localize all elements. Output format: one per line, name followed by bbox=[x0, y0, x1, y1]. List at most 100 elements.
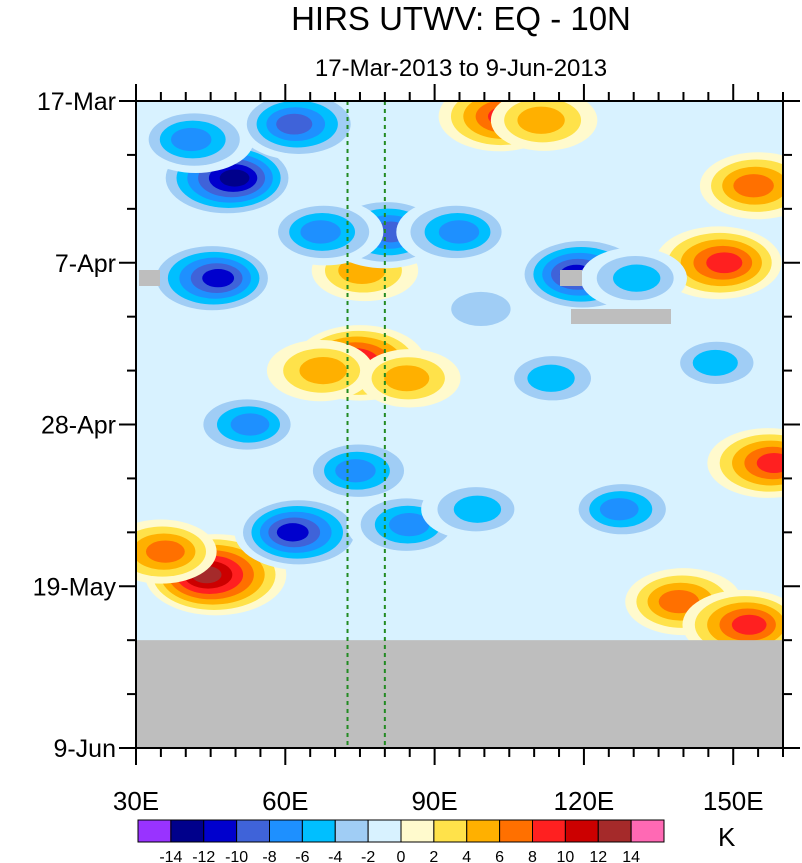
missing-data-patch bbox=[139, 270, 160, 286]
colorbar-swatch bbox=[367, 819, 402, 843]
colorbar-swatch bbox=[269, 819, 303, 843]
colorbar-label: -12 bbox=[192, 849, 215, 863]
anomaly-contour bbox=[388, 512, 430, 537]
anomaly-contour bbox=[599, 498, 639, 521]
colorbar-label: -4 bbox=[328, 849, 342, 863]
colorbar-swatch bbox=[564, 819, 599, 843]
colorbar-label: -6 bbox=[295, 849, 309, 863]
colorbar-swatch bbox=[137, 819, 172, 843]
anomaly-feature bbox=[567, 477, 680, 542]
y-tick-label: 28-Apr bbox=[41, 412, 116, 440]
x-tick-label: 120E bbox=[554, 786, 615, 816]
colorbar-label: 10 bbox=[556, 849, 574, 863]
missing-data-region bbox=[136, 640, 783, 748]
chart-subtitle: 17-Mar-2013 to 9-Jun-2013 bbox=[314, 55, 608, 82]
colorbar-swatch bbox=[630, 819, 665, 843]
anomaly-contour bbox=[658, 590, 700, 614]
anomaly-contour bbox=[145, 540, 185, 563]
anomaly-feature bbox=[396, 198, 513, 266]
colorbar-label: 0 bbox=[397, 849, 406, 863]
anomaly-feature bbox=[234, 494, 366, 571]
anomaly-contour bbox=[335, 459, 376, 483]
anomaly-feature bbox=[144, 240, 277, 316]
anomaly-feature bbox=[136, 519, 217, 584]
x-tick-label: 30E bbox=[113, 786, 159, 816]
anomaly-contour bbox=[692, 349, 738, 376]
anomaly-feature bbox=[137, 106, 254, 173]
anomaly-contour bbox=[517, 106, 565, 134]
anomaly-feature bbox=[431, 281, 528, 337]
anomaly-feature bbox=[301, 437, 419, 505]
missing-data-layer bbox=[136, 270, 783, 748]
anomaly-features bbox=[136, 101, 783, 660]
anomaly-contour bbox=[299, 356, 347, 385]
colorbar-swatch bbox=[170, 819, 205, 843]
anomaly-feature bbox=[266, 339, 374, 402]
colorbar-swatch bbox=[334, 819, 369, 843]
missing-data-patch bbox=[571, 309, 671, 324]
x-tick-label: 60E bbox=[262, 786, 308, 816]
y-tick-label: 9-Jun bbox=[53, 735, 116, 763]
anomaly-contour bbox=[219, 169, 250, 187]
anomaly-feature bbox=[707, 428, 783, 498]
colorbar-label: -2 bbox=[361, 849, 375, 863]
missing-data-patch bbox=[560, 270, 582, 286]
colorbar-units-label: K bbox=[718, 822, 736, 852]
colorbar-label: 8 bbox=[528, 849, 537, 863]
anomaly-contour bbox=[706, 252, 743, 274]
anomaly-contour bbox=[202, 268, 235, 288]
anomaly-feature bbox=[580, 247, 687, 309]
anomaly-contour bbox=[276, 523, 309, 542]
anomaly-contour bbox=[230, 413, 270, 436]
x-tick-label: 150E bbox=[703, 786, 764, 816]
colorbar-swatch bbox=[400, 819, 435, 843]
anomaly-feature bbox=[667, 333, 770, 393]
colorbar-label: 6 bbox=[495, 849, 504, 863]
colorbar-swatch bbox=[301, 819, 336, 843]
plot-area bbox=[136, 101, 783, 748]
anomaly-feature bbox=[358, 349, 461, 408]
colorbar-swatch bbox=[532, 819, 566, 843]
colorbar-swatch bbox=[499, 819, 533, 843]
anomaly-contour bbox=[527, 364, 575, 392]
anomaly-contour bbox=[733, 174, 774, 198]
colorbar-label: 2 bbox=[429, 849, 438, 863]
anomaly-feature bbox=[699, 152, 783, 220]
anomaly-contour bbox=[731, 614, 767, 635]
colorbar-label: -8 bbox=[262, 849, 276, 863]
anomaly-contour bbox=[453, 495, 502, 523]
chart-title: HIRS UTWV: EQ - 10N bbox=[291, 0, 631, 37]
anomaly-contour bbox=[170, 127, 212, 152]
colorbar-label: -10 bbox=[225, 849, 248, 863]
y-tick-label: 17-Mar bbox=[37, 88, 116, 116]
anomaly-feature bbox=[237, 101, 364, 161]
y-axis: 17-Mar 7-Apr 28-Apr 19-May 9-Jun bbox=[33, 88, 800, 763]
colorbar-label: -14 bbox=[159, 849, 182, 863]
colorbar-label: 12 bbox=[589, 849, 607, 863]
colorbar-swatch bbox=[597, 819, 632, 843]
colorbar-swatch bbox=[466, 819, 501, 843]
anomaly-contour bbox=[613, 264, 661, 292]
colorbar-swatch bbox=[203, 819, 238, 843]
x-tick-label: 90E bbox=[411, 786, 457, 816]
anomaly-contour bbox=[300, 220, 341, 244]
colorbar-label: 4 bbox=[462, 849, 471, 863]
anomaly-feature bbox=[421, 478, 528, 540]
anomaly-contour bbox=[451, 291, 511, 327]
anomaly-feature bbox=[500, 347, 608, 409]
x-axis: 30E 60E 90E 120E 150E bbox=[113, 84, 784, 816]
anomaly-feature bbox=[266, 198, 384, 266]
colorbar: -14 -12 -10 -8 -6 -4 -2 0 2 4 6 8 10 12 14 bbox=[137, 819, 665, 863]
y-tick-label: 7-Apr bbox=[55, 250, 116, 278]
anomaly-contour bbox=[756, 453, 783, 473]
colorbar-swatch bbox=[433, 819, 468, 843]
colorbar-label: 14 bbox=[622, 849, 640, 863]
anomaly-contour bbox=[438, 220, 480, 244]
anomaly-contour bbox=[276, 113, 313, 135]
anomaly-feature bbox=[490, 101, 598, 151]
colorbar-swatch bbox=[236, 819, 270, 843]
reference-lines bbox=[346, 101, 386, 748]
anomaly-feature bbox=[189, 392, 302, 457]
y-tick-label: 19-May bbox=[33, 573, 117, 601]
